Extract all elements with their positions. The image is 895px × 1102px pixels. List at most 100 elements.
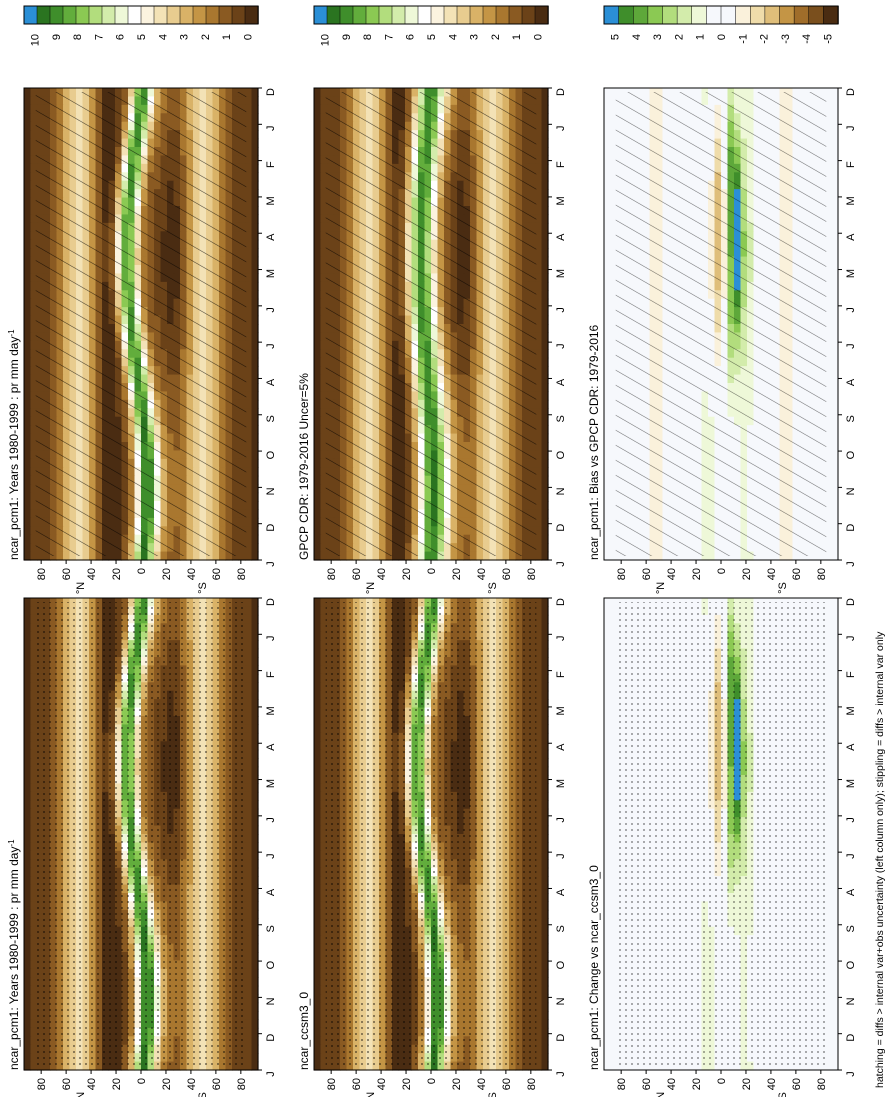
heatmap-cell — [24, 649, 31, 658]
heatmap-cell — [24, 960, 31, 969]
heatmap-cell — [314, 240, 321, 249]
heatmap-cell — [24, 859, 31, 868]
month-tick-label: S — [265, 925, 277, 932]
heatmap-cell — [24, 375, 31, 384]
month-tick-label: A — [265, 888, 277, 896]
heatmap-cell — [24, 876, 31, 885]
heatmap-cell — [24, 1011, 31, 1020]
month-tick-label: O — [265, 450, 277, 459]
heatmap-cell — [314, 231, 321, 240]
heatmap-cell — [24, 400, 31, 409]
heatmap-cell — [314, 105, 321, 114]
heatmap-cell — [24, 130, 31, 139]
month-tick-label: J — [265, 126, 277, 132]
heatmap-cell — [24, 88, 31, 97]
heatmap-cell — [314, 214, 321, 223]
lat-tick-label: 80 — [236, 568, 248, 580]
heatmap-cell — [24, 918, 31, 927]
heatmap-cell — [24, 341, 31, 350]
heatmap-cell — [24, 935, 31, 944]
heatmap-cell — [24, 147, 31, 156]
heatmap-cell — [314, 282, 321, 291]
heatmap-cell — [24, 615, 31, 624]
heatmap-cell — [24, 155, 31, 164]
heatmap-cell — [314, 265, 321, 274]
lat-tick-label: 0 — [136, 1078, 148, 1084]
panel-p2: DJFMAMJJASONDJ80604020020406080°N°Sncar_… — [7, 598, 278, 1097]
month-tick-label: J — [265, 307, 277, 313]
heatmap-cell — [24, 543, 31, 552]
lat-tick-label: 20 — [161, 1078, 173, 1090]
heatmap-cell — [24, 1053, 31, 1062]
heatmap-cell — [24, 383, 31, 392]
heatmap-cell — [24, 1028, 31, 1037]
month-tick-label: D — [265, 88, 277, 96]
heatmap-cell — [24, 324, 31, 333]
heatmap-cell — [314, 223, 321, 232]
lat-tick-label: 80 — [236, 1078, 248, 1090]
heatmap-cell — [24, 792, 31, 801]
lat-north-label: °N — [75, 1092, 87, 1097]
month-tick-label: A — [265, 743, 277, 751]
month-tick-label: J — [265, 1071, 277, 1077]
heatmap-cell — [24, 783, 31, 792]
heatmap-cell — [24, 290, 31, 299]
heatmap-cell — [24, 674, 31, 683]
lat-south-label: °S — [197, 1092, 209, 1097]
heatmap-cell — [24, 366, 31, 375]
heatmap-cell — [314, 248, 321, 257]
lat-tick-label: 20 — [161, 568, 173, 580]
heatmap-cell — [24, 834, 31, 843]
panel-title: ncar_pcm1: Years 1980-1999 : pr mm day-1 — [7, 329, 22, 560]
heatmap-cell — [24, 657, 31, 666]
heatmap-cell — [314, 96, 321, 105]
heatmap-cell — [24, 952, 31, 961]
heatmap-cell — [24, 901, 31, 910]
heatmap-cell — [314, 113, 321, 122]
heatmap-cell — [24, 1003, 31, 1012]
heatmap-cell — [24, 358, 31, 367]
heatmap-cell — [24, 944, 31, 953]
heatmap-cell — [24, 526, 31, 535]
heatmap-cell — [314, 147, 321, 156]
month-tick-label: A — [265, 233, 277, 241]
heatmap-cell — [24, 910, 31, 919]
heatmap-cell — [314, 181, 321, 190]
heatmap-cell — [24, 724, 31, 733]
heatmap-cell — [24, 223, 31, 232]
heatmap-cell — [24, 316, 31, 325]
heatmap-cell — [24, 1045, 31, 1054]
lat-tick-label: 20 — [111, 568, 123, 580]
month-tick-label: O — [265, 960, 277, 969]
heatmap-cell — [24, 994, 31, 1003]
month-tick-label: J — [265, 561, 277, 567]
heatmap-cell — [24, 885, 31, 894]
heatmap-cell — [24, 632, 31, 641]
heatmap-cell — [24, 691, 31, 700]
heatmap-cell — [24, 349, 31, 358]
heatmap-cell — [24, 273, 31, 282]
heatmap-cell — [314, 206, 321, 215]
heatmap-cell — [24, 800, 31, 809]
heatmap-cell — [24, 750, 31, 759]
lat-tick-label: 0 — [136, 568, 148, 574]
month-tick-label: A — [265, 378, 277, 386]
heatmap-cell — [314, 130, 321, 139]
heatmap-cell — [24, 105, 31, 114]
heatmap-cell — [24, 417, 31, 426]
lat-tick-label: 80 — [36, 1078, 48, 1090]
heatmap-cell — [24, 164, 31, 173]
heatmap-cell — [24, 893, 31, 902]
heatmap-cell — [24, 214, 31, 223]
heatmap-cell — [24, 198, 31, 207]
month-tick-label: J — [265, 343, 277, 349]
month-tick-label: J — [265, 636, 277, 642]
heatmap-cell — [24, 189, 31, 198]
heatmap-cell — [24, 96, 31, 105]
heatmap-cell — [24, 682, 31, 691]
heatmap-cell — [24, 307, 31, 316]
heatmap-cell — [24, 665, 31, 674]
lat-tick-label: 60 — [211, 1078, 223, 1090]
